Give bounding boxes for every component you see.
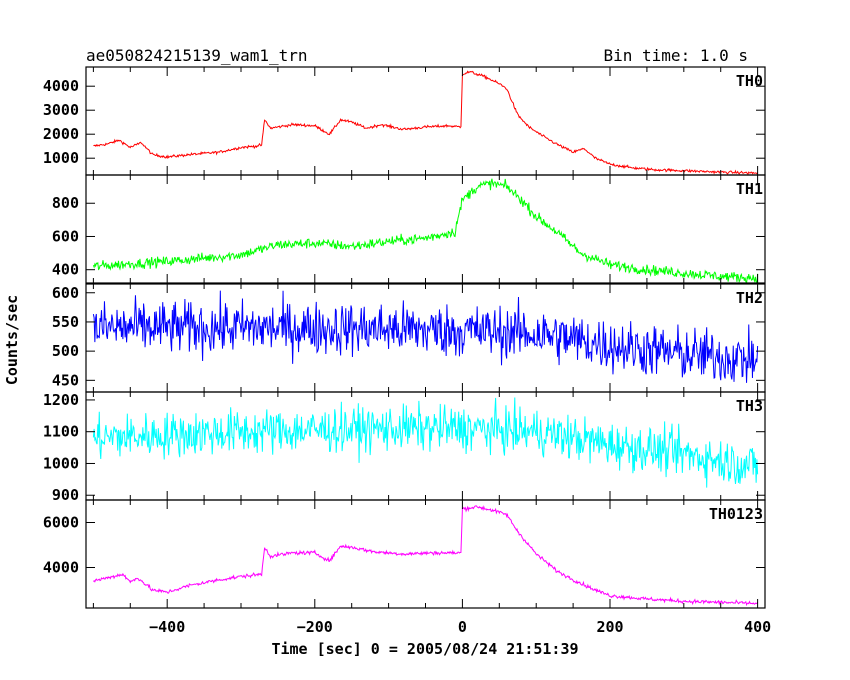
y-tick-label: 1100 <box>43 423 79 441</box>
plot-title: ae050824215139_wam1_trn <box>86 46 308 65</box>
y-tick-label: 600 <box>52 227 79 245</box>
panel-th0: 1000 2000 3000 4000 TH0 <box>43 66 766 176</box>
y-tick-label: 1000 <box>43 149 79 167</box>
panel-label: TH3 <box>736 397 763 415</box>
y-tick-label: 550 <box>52 313 79 331</box>
x-tick-label: 0 <box>458 618 467 636</box>
y-tick-label: 450 <box>52 371 79 389</box>
series-line-th0123 <box>93 505 759 607</box>
bin-time-label: Bin time: 1.0 s <box>604 46 749 65</box>
panel-label: TH1 <box>736 180 763 198</box>
panel-frame <box>85 174 766 284</box>
panel-th1: 400 600 800 TH1 <box>52 174 766 284</box>
y-tick-label: 500 <box>52 342 79 360</box>
series-line-th3 <box>92 397 759 488</box>
x-tick-label: −400 <box>149 618 185 636</box>
panel-label: TH2 <box>736 289 763 307</box>
y-tick-label: 400 <box>52 261 79 279</box>
y-tick-label: 900 <box>52 486 79 504</box>
y-tick-label: 800 <box>52 194 79 212</box>
y-tick-label: 600 <box>52 284 79 302</box>
y-tick-label: 1200 <box>43 391 79 409</box>
y-tick-label: 2000 <box>43 125 79 143</box>
y-tick-label: 3000 <box>43 101 79 119</box>
series-line-th0 <box>93 70 758 175</box>
x-tick-label: 200 <box>596 618 623 636</box>
x-tick-label: 400 <box>744 618 771 636</box>
panel-label: TH0123 <box>709 505 763 523</box>
y-tick-label: 6000 <box>43 514 79 532</box>
y-tick-label: 4000 <box>43 77 79 95</box>
panel-frame <box>85 66 766 176</box>
series-line-th1 <box>92 178 759 283</box>
y-tick-label: 4000 <box>43 559 79 577</box>
x-axis: −400 −200 0 200 400 <box>149 618 771 636</box>
panel-th2: 450 500 550 600 TH2 <box>52 283 766 393</box>
x-axis-label: Time [sec] 0 = 2005/08/24 21:51:39 <box>271 640 578 658</box>
panels: 1000 2000 3000 4000 TH0 400 600 800 TH1 450 500 550… <box>43 66 766 609</box>
y-tick-label: 1000 <box>43 454 79 472</box>
series-line-th2 <box>92 290 759 383</box>
y-axis-label: Counts/sec <box>3 295 21 385</box>
panel-frame <box>85 499 766 609</box>
x-tick-label: −200 <box>297 618 333 636</box>
panel-th0123: 4000 6000 TH0123 <box>43 499 766 609</box>
panel-th3: 900 1000 1100 1200 TH3 <box>43 391 766 504</box>
panel-label: TH0 <box>736 72 763 90</box>
